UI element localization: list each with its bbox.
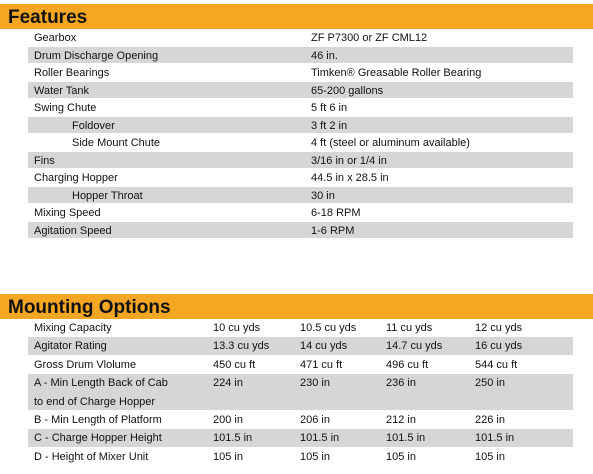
table-row: B - Min Length of Platform 200 in 206 in…	[28, 410, 573, 430]
mounting-cell: 105 in	[213, 450, 243, 463]
table-row: A - Min Length Back of Cab to end of Cha…	[28, 374, 573, 411]
feature-label: Fins	[34, 154, 55, 167]
mounting-cell: 105 in	[386, 450, 416, 463]
feature-value: 3 ft 2 in	[311, 119, 348, 132]
mounting-cell: 105 in	[300, 450, 330, 463]
feature-value: 44.5 in x 28.5 in	[311, 172, 389, 184]
mounting-cell: 11 cu yds	[386, 322, 433, 334]
feature-value: Timken® Greasable Roller Bearing	[311, 67, 482, 79]
mounting-options-header: Mounting Options	[0, 294, 593, 319]
mounting-cell: 12 cu yds	[475, 322, 523, 334]
feature-value: 46 in.	[311, 49, 338, 62]
feature-label: Roller Bearings	[34, 67, 110, 79]
mounting-cell: 230 in	[300, 377, 330, 390]
mounting-label: Mixing Capacity	[34, 322, 112, 334]
table-row: Hopper Throat 30 in	[28, 186, 573, 204]
mounting-cell: 250 in	[475, 377, 505, 390]
feature-label: Mixing Speed	[34, 207, 101, 219]
table-row: Foldover 3 ft 2 in	[28, 116, 573, 134]
feature-label: Drum Discharge Opening	[34, 49, 159, 62]
mounting-cell: 236 in	[386, 377, 416, 390]
mounting-cell: 14.7 cu yds	[386, 340, 443, 353]
mounting-cell: 471 cu ft	[300, 358, 343, 371]
feature-label: Foldover	[72, 119, 115, 132]
feature-value: 65-200 gallons	[311, 84, 384, 97]
feature-value: 5 ft 6 in	[311, 102, 348, 114]
mounting-cell: 101.5 in	[386, 432, 426, 445]
mounting-label: Gross Drum Vlolume	[34, 358, 137, 371]
feature-label: Charging Hopper	[34, 172, 118, 184]
mounting-cell: 496 cu ft	[386, 358, 429, 371]
mounting-cell: 10.5 cu yds	[300, 322, 357, 334]
features-table: Gearbox ZF P7300 or ZF CML12 Drum Discha…	[28, 29, 573, 239]
table-row: Charging Hopper 44.5 in x 28.5 in	[28, 169, 573, 187]
feature-label: Water Tank	[34, 84, 90, 97]
mounting-cell: 450 cu ft	[213, 358, 256, 371]
mounting-label: A - Min Length Back of Cab to end of Cha…	[34, 377, 168, 408]
feature-label: Gearbox	[34, 32, 77, 44]
mounting-label: D - Height of Mixer Unit	[34, 450, 149, 463]
table-row: Roller Bearings Timken® Greasable Roller…	[28, 64, 573, 82]
feature-value: ZF P7300 or ZF CML12	[311, 32, 428, 44]
mounting-cell: 10 cu yds	[213, 322, 261, 334]
mounting-cell: 200 in	[213, 413, 243, 426]
feature-label: Hopper Throat	[72, 189, 143, 202]
mounting-cell: 101.5 in	[475, 432, 515, 445]
mounting-cell: 212 in	[386, 413, 416, 426]
mounting-cell: 101.5 in	[300, 432, 340, 445]
mounting-cell: 105 in	[475, 450, 505, 463]
table-row: Mixing Capacity 10 cu yds 10.5 cu yds 11…	[28, 319, 573, 338]
mounting-cell: 14 cu yds	[300, 340, 348, 353]
mounting-cell: 13.3 cu yds	[213, 340, 270, 353]
table-row: Agitation Speed 1-6 RPM	[28, 221, 573, 239]
feature-value: 1-6 RPM	[311, 224, 355, 237]
table-row: Gross Drum Vlolume 450 cu ft 471 cu ft 4…	[28, 355, 573, 375]
mounting-label: Agitator Rating	[34, 340, 107, 353]
table-row: C - Charge Hopper Height 101.5 in 101.5 …	[28, 429, 573, 448]
feature-value: 6-18 RPM	[311, 207, 361, 219]
mounting-cell: 206 in	[300, 413, 330, 426]
table-row: Mixing Speed 6-18 RPM	[28, 204, 573, 222]
mounting-label: C - Charge Hopper Height	[34, 432, 162, 445]
mounting-cell: 544 cu ft	[475, 358, 518, 371]
table-row: Gearbox ZF P7300 or ZF CML12	[28, 29, 573, 47]
mounting-options-table: Mixing Capacity 10 cu yds 10.5 cu yds 11…	[28, 319, 573, 467]
table-row: Water Tank 65-200 gallons	[28, 81, 573, 99]
table-row: Drum Discharge Opening 46 in.	[28, 46, 573, 64]
mounting-cell: 16 cu yds	[475, 340, 523, 353]
feature-label: Swing Chute	[34, 102, 97, 114]
table-row: Agitator Rating 13.3 cu yds 14 cu yds 14…	[28, 337, 573, 356]
table-row: Fins 3/16 in or 1/4 in	[28, 151, 573, 169]
features-header: Features	[0, 4, 593, 29]
feature-value: 4 ft (steel or aluminum available)	[311, 137, 470, 149]
mounting-cell: 226 in	[475, 413, 505, 426]
mounting-cell: 101.5 in	[213, 432, 253, 445]
feature-value: 3/16 in or 1/4 in	[311, 154, 387, 167]
table-row: Swing Chute 5 ft 6 in	[28, 99, 573, 117]
mounting-label: B - Min Length of Platform	[34, 413, 162, 426]
feature-label: Agitation Speed	[34, 224, 112, 237]
feature-label: Side Mount Chute	[72, 137, 161, 149]
table-row: D - Height of Mixer Unit 105 in 105 in 1…	[28, 447, 573, 467]
mounting-cell: 224 in	[213, 377, 243, 390]
feature-value: 30 in	[311, 189, 335, 202]
table-row: Side Mount Chute 4 ft (steel or aluminum…	[28, 134, 573, 152]
